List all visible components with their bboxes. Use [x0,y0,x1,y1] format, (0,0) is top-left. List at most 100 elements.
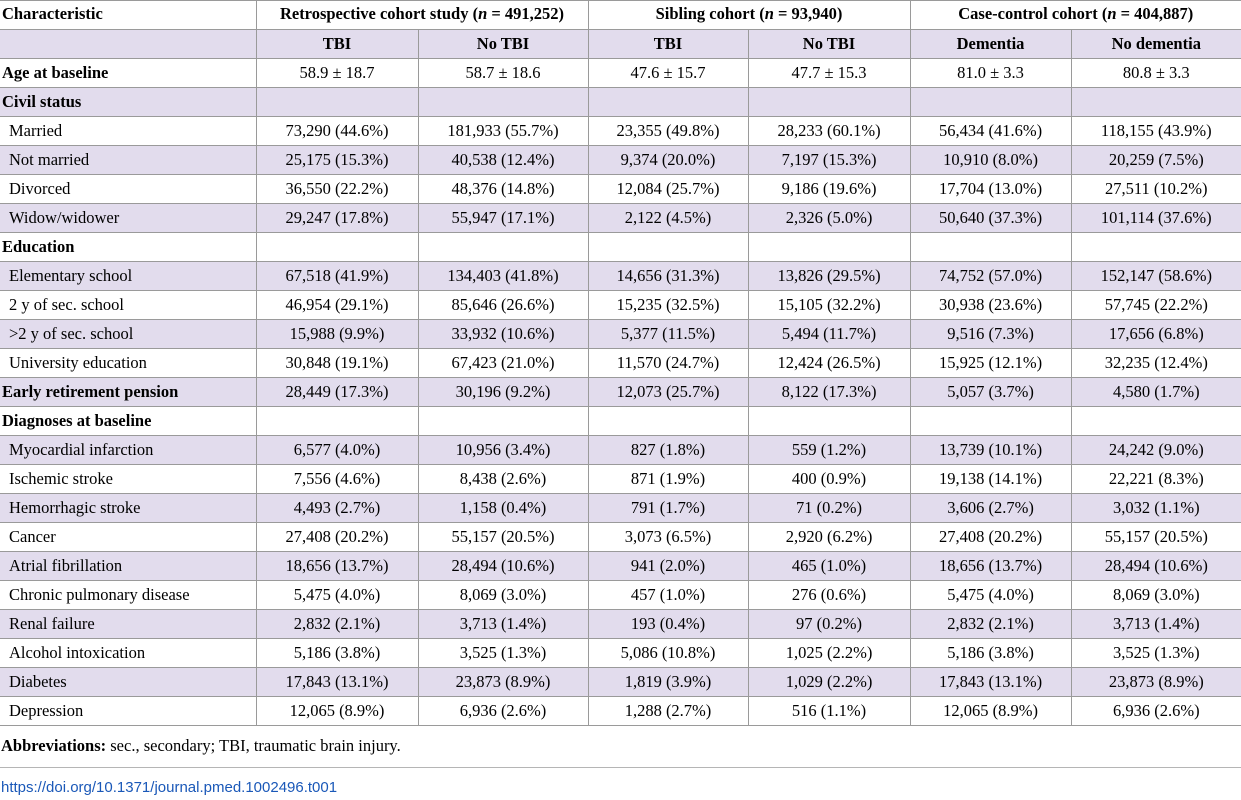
table-row: Hemorrhagic stroke 4,493 (2.7%) 1,158 (0.4… [0,493,1241,523]
table-cell: 15,105 (32.2%) [748,290,911,320]
table-cell: 55,157 (20.5%) [1071,522,1241,552]
table-cell [1071,87,1241,117]
row-label: Widow/widower [0,203,257,233]
table-cell: 457 (1.0%) [588,580,749,610]
table-cell: 20,259 (7.5%) [1071,145,1241,175]
table-body: Age at baseline 58.9 ± 18.7 58.7 ± 18.6 47.… [0,58,1241,726]
table-cell: 23,355 (49.8%) [588,116,749,146]
table-row: Married 73,290 (44.6%) 181,933 (55.7%) 23,3… [0,116,1241,146]
table-cell: 28,449 (17.3%) [256,377,419,407]
sibling-cohort-header: Sibling cohort (n = 93,940) [588,0,911,30]
section-label: Early retirement pension [0,377,257,407]
table-cell [1071,232,1241,262]
table-cell: 55,157 (20.5%) [418,522,589,552]
table-cell: 47.6 ± 15.7 [588,58,749,88]
retrospective-cohort-header: Retrospective cohort study (n = 491,252) [256,0,589,30]
row-label: 2 y of sec. school [0,290,257,320]
subheader-dementia: Dementia [910,29,1072,59]
table-cell: 58.7 ± 18.6 [418,58,589,88]
table-cell: 57,745 (22.2%) [1071,290,1241,320]
table-cell: 50,640 (37.3%) [910,203,1072,233]
table-cell [910,87,1072,117]
table-cell: 32,235 (12.4%) [1071,348,1241,378]
table-cell: 18,656 (13.7%) [910,551,1072,581]
table-cell: 13,826 (29.5%) [748,261,911,291]
table-row: Elementary school 67,518 (41.9%) 134,403 (… [0,261,1241,291]
table-cell: 12,073 (25.7%) [588,377,749,407]
subheader-no-tbi: No TBI [418,29,589,59]
section-label: Diagnoses at baseline [0,406,257,436]
table-row: Not married 25,175 (15.3%) 40,538 (12.4%) 9… [0,145,1241,175]
group-header-row: Characteristic Retrospective cohort stud… [0,0,1241,30]
table-cell: 3,525 (1.3%) [418,638,589,668]
table-cell: 11,570 (24.7%) [588,348,749,378]
row-label: Cancer [0,522,257,552]
table-row: Age at baseline 58.9 ± 18.7 58.7 ± 18.6 47.… [0,58,1241,88]
row-label: Chronic pulmonary disease [0,580,257,610]
row-label: Ischemic stroke [0,464,257,494]
row-label: Not married [0,145,257,175]
table-cell: 5,494 (11.7%) [748,319,911,349]
table-cell: 14,656 (31.3%) [588,261,749,291]
subheader-blank [0,29,257,59]
table-cell: 101,114 (37.6%) [1071,203,1241,233]
table-cell: 9,516 (7.3%) [910,319,1072,349]
table-cell: 30,196 (9.2%) [418,377,589,407]
table-cell: 81.0 ± 3.3 [910,58,1072,88]
table-cell: 58.9 ± 18.7 [256,58,419,88]
table-cell: 1,158 (0.4%) [418,493,589,523]
table-cell: 23,873 (8.9%) [418,667,589,697]
table-row: >2 y of sec. school 15,988 (9.9%) 33,932 (… [0,319,1241,349]
characteristic-header: Characteristic [0,0,257,30]
table-cell: 17,656 (6.8%) [1071,319,1241,349]
table-cell: 18,656 (13.7%) [256,551,419,581]
table-cell: 55,947 (17.1%) [418,203,589,233]
table-cell: 9,374 (20.0%) [588,145,749,175]
table-cell: 465 (1.0%) [748,551,911,581]
table-cell: 5,086 (10.8%) [588,638,749,668]
table-cell: 827 (1.8%) [588,435,749,465]
table-cell: 80.8 ± 3.3 [1071,58,1241,88]
subheader-sibling-tbi: TBI [588,29,749,59]
table-cell: 5,186 (3.8%) [256,638,419,668]
table-row: Education [0,232,1241,262]
subheader-row: TBI No TBI TBI No TBI Dementia No dement… [0,29,1241,59]
table-row: Myocardial infarction 6,577 (4.0%) 10,956 … [0,435,1241,465]
row-label: Depression [0,696,257,726]
table-cell: 15,925 (12.1%) [910,348,1072,378]
table-cell: 22,221 (8.3%) [1071,464,1241,494]
table-cell: 12,084 (25.7%) [588,174,749,204]
table-cell: 193 (0.4%) [588,609,749,639]
table-cell [256,232,419,262]
table-cell: 13,739 (10.1%) [910,435,1072,465]
table-cell: 7,556 (4.6%) [256,464,419,494]
subheader-tbi: TBI [256,29,419,59]
table-cell: 73,290 (44.6%) [256,116,419,146]
table-row: Atrial fibrillation 18,656 (13.7%) 28,494 … [0,551,1241,581]
table-row: Alcohol intoxication 5,186 (3.8%) 3,525 (1… [0,638,1241,668]
table-cell: 516 (1.1%) [748,696,911,726]
table-cell: 56,434 (41.6%) [910,116,1072,146]
doi-link[interactable]: https://doi.org/10.1371/journal.pmed.100… [1,779,338,796]
subheader-no-dementia: No dementia [1071,29,1241,59]
table-cell: 74,752 (57.0%) [910,261,1072,291]
table-cell: 85,646 (26.6%) [418,290,589,320]
table-cell: 30,848 (19.1%) [256,348,419,378]
table-cell: 8,069 (3.0%) [418,580,589,610]
table-cell: 27,511 (10.2%) [1071,174,1241,204]
table-cell: 2,832 (2.1%) [910,609,1072,639]
table-cell: 2,326 (5.0%) [748,203,911,233]
table-cell [588,87,749,117]
table-cell: 28,494 (10.6%) [1071,551,1241,581]
table-row: Cancer 27,408 (20.2%) 55,157 (20.5%) 3,073 … [0,522,1241,552]
table-cell: 28,233 (60.1%) [748,116,911,146]
table-row: Civil status [0,87,1241,117]
footnote-divider [0,767,1241,768]
table-row: Divorced 36,550 (22.2%) 48,376 (14.8%) 12,0… [0,174,1241,204]
table-cell: 9,186 (19.6%) [748,174,911,204]
table-cell: 5,475 (4.0%) [910,580,1072,610]
table-cell: 19,138 (14.1%) [910,464,1072,494]
row-label: Married [0,116,257,146]
table-cell: 4,493 (2.7%) [256,493,419,523]
table-cell: 30,938 (23.6%) [910,290,1072,320]
